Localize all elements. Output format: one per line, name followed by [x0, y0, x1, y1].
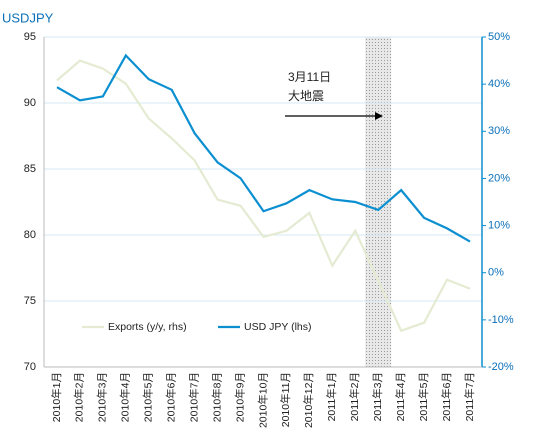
legend-label: USD JPY (lhs): [244, 321, 312, 333]
y-tick-label: 85: [24, 163, 36, 175]
y2-tick-label: -10%: [488, 314, 514, 326]
y2-tick-label: 10%: [488, 219, 510, 231]
x-tick-label: 2010年11月: [279, 372, 292, 427]
y-tick-label: 75: [24, 295, 36, 307]
y-tick-label: 95: [24, 31, 36, 43]
annotation: 3月11日: [288, 70, 331, 84]
x-tick-label: 2011年2月: [348, 372, 361, 421]
x-tick-label: 2010年1月: [50, 372, 63, 422]
x-tick-label: 2010年12月: [302, 372, 315, 428]
x-tick-label: 2010年8月: [210, 372, 223, 422]
x-tick-label: 2010年3月: [96, 372, 109, 422]
y2-tick-label: 0%: [488, 267, 504, 279]
x-tick-label: 2010年6月: [165, 372, 178, 422]
y2-tick-label: 50%: [488, 31, 510, 43]
arrow-head: [375, 112, 383, 120]
chart-title: USDJPY: [2, 10, 54, 25]
x-tick-label: 2011年3月: [371, 372, 384, 421]
y-tick-label: 80: [24, 229, 36, 241]
y2-tick-label: 20%: [488, 172, 510, 184]
y2-tick-label: 40%: [488, 78, 510, 90]
series-line: [56, 59, 471, 333]
x-tick-label: 2011年4月: [394, 372, 407, 421]
x-tick-label: 2010年7月: [187, 372, 200, 422]
x-tick-label: 2010年10月: [256, 372, 269, 428]
x-tick-label: 2011年6月: [440, 372, 453, 421]
legend-label: Exports (y/y, rhs): [108, 321, 187, 333]
x-tick-label: 2011年5月: [417, 372, 430, 421]
y2-tick-label: 30%: [488, 125, 510, 137]
y2-tick-label: -20%: [488, 361, 514, 373]
x-tick-label: 2011年7月: [463, 372, 476, 421]
annotation: 大地震: [288, 89, 324, 103]
x-tick-label: 2010年4月: [119, 372, 132, 422]
y-tick-label: 90: [24, 97, 36, 109]
series-line: [56, 53, 471, 243]
x-tick-label: 2010年9月: [233, 372, 246, 422]
y-tick-label: 70: [24, 361, 36, 373]
x-tick-label: 2010年5月: [142, 372, 155, 422]
x-tick-label: 2010年2月: [73, 372, 86, 422]
x-tick-label: 2011年1月: [325, 372, 338, 421]
